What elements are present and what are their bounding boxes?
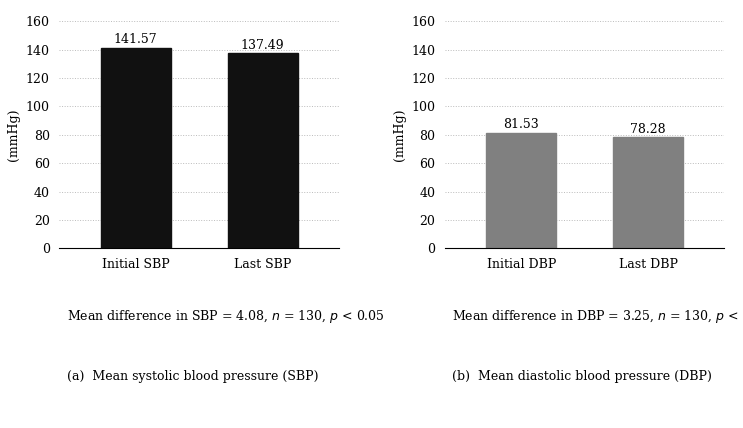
Text: Mean difference in SBP = 4.08, $n$ = 130, $p$ < 0.05: Mean difference in SBP = 4.08, $n$ = 130… [67,308,385,325]
Text: (b)  Mean diastolic blood pressure (DBP): (b) Mean diastolic blood pressure (DBP) [452,370,713,383]
Text: Mean difference in DBP = 3.25, $n$ = 130, $p$ < 0.05: Mean difference in DBP = 3.25, $n$ = 130… [452,308,743,325]
Text: 81.53: 81.53 [503,118,539,131]
Text: 141.57: 141.57 [114,33,158,46]
Bar [227,54,297,248]
Bar [613,137,683,248]
Y-axis label: (mmHg): (mmHg) [393,109,406,161]
Text: 78.28: 78.28 [630,122,666,136]
Text: (a)  Mean systolic blood pressure (SBP): (a) Mean systolic blood pressure (SBP) [67,370,318,383]
Text: 137.49: 137.49 [241,39,285,52]
Y-axis label: (mmHg): (mmHg) [7,109,20,161]
Bar [101,48,171,248]
Bar [487,133,557,248]
